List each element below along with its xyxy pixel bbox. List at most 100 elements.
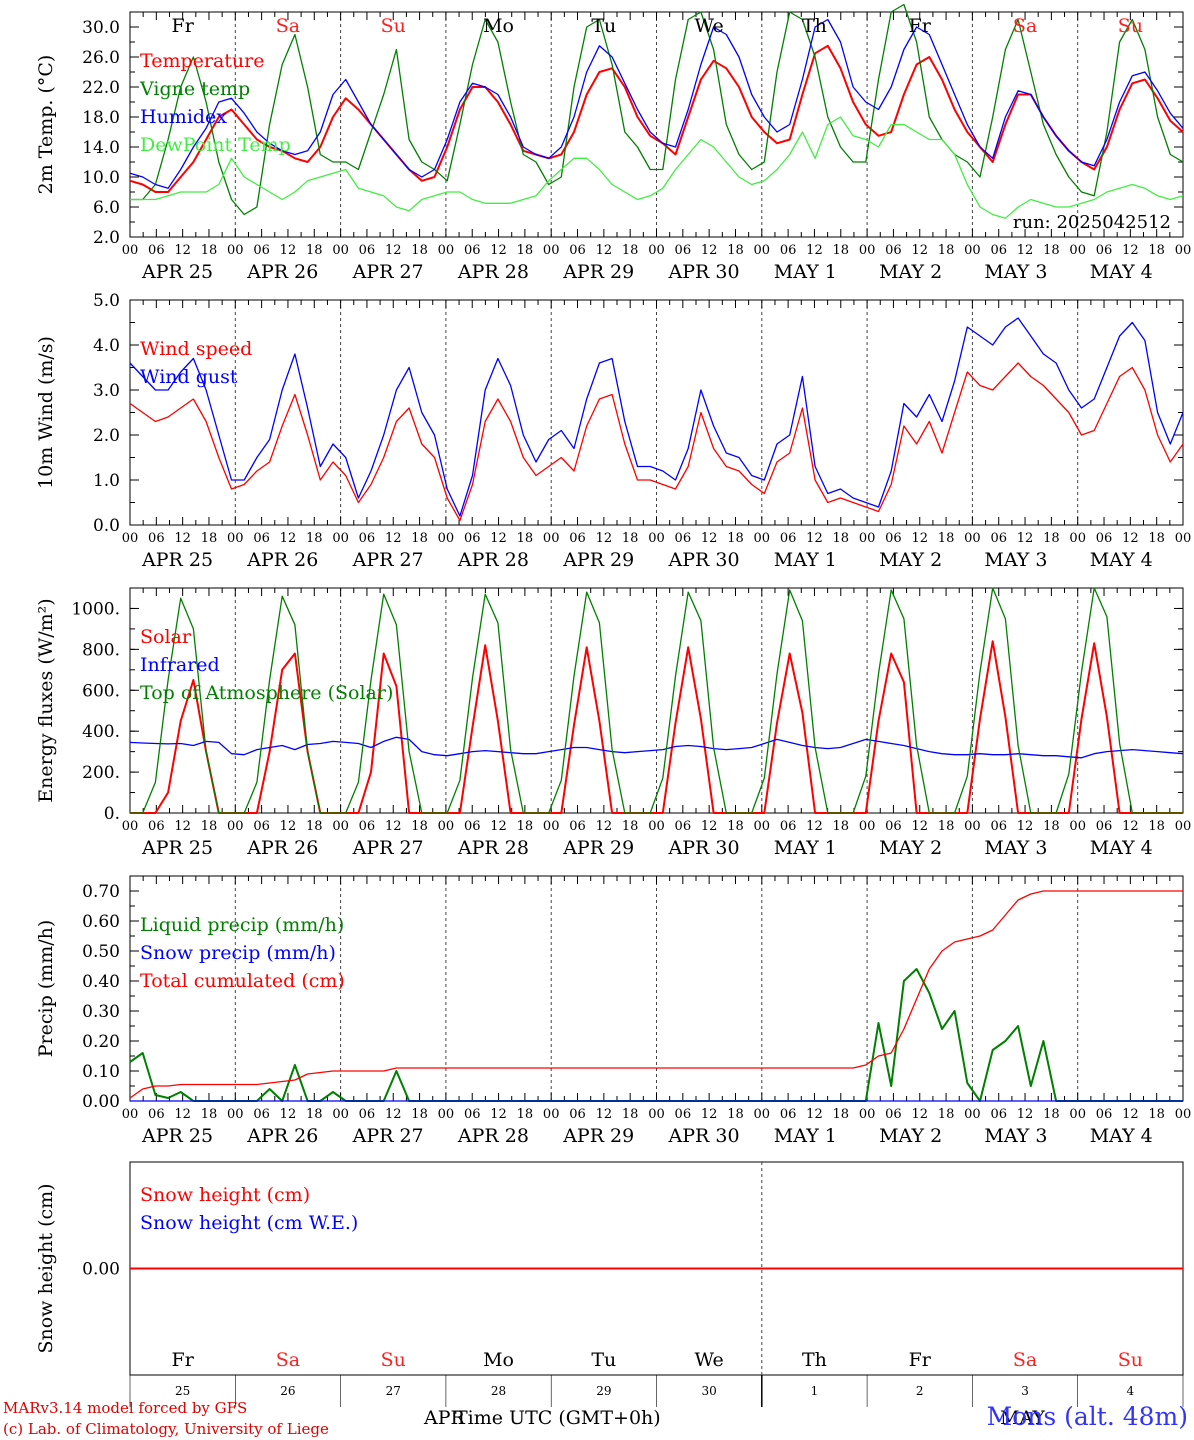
y-axis-label: 10m Wind (m/s) [35, 336, 57, 489]
y-tick-label: 18.0 [82, 108, 120, 128]
date-label: MAY 1 [774, 837, 837, 859]
hour-tick-label: 12 [385, 819, 402, 834]
y-axis-label: Snow height (cm) [35, 1183, 57, 1353]
hour-tick-label: 06 [780, 243, 797, 258]
hour-tick-label: 06 [359, 1107, 376, 1122]
hour-tick-label: 18 [411, 243, 428, 258]
weekday-label: Sa [276, 1349, 300, 1371]
weekday-label: Su [1118, 1349, 1143, 1371]
hour-tick-label: 12 [596, 819, 613, 834]
hour-tick-label: 06 [990, 819, 1007, 834]
legend-entry: Humidex [140, 106, 227, 128]
y-tick-label: 4.0 [93, 336, 120, 356]
date-label: APR 27 [352, 549, 424, 571]
hour-tick-label: 00 [122, 819, 139, 834]
date-label: APR 25 [141, 1125, 213, 1147]
hour-tick-label: 12 [174, 531, 191, 546]
legend-entry: Vigne temp [139, 78, 250, 100]
weekday-label: Mo [483, 1349, 514, 1371]
hour-tick-label: 12 [490, 531, 507, 546]
hour-tick-label: 12 [1122, 1107, 1139, 1122]
hour-tick-label: 06 [990, 1107, 1007, 1122]
hour-tick-label: 12 [596, 1107, 613, 1122]
date-label: APR 29 [562, 1125, 634, 1147]
y-tick-label: 0.40 [82, 972, 120, 992]
series-line-4 [130, 116, 1184, 219]
legend-entry: Top of Atmosphere (Solar) [140, 682, 393, 704]
hour-tick-label: 12 [490, 819, 507, 834]
weekday-label: We [695, 1349, 724, 1371]
weekday-label: Sa [276, 15, 300, 37]
hour-tick-label: 00 [122, 531, 139, 546]
hour-tick-label: 00 [227, 243, 244, 258]
hour-tick-label: 00 [754, 819, 771, 834]
legend-entry: Wind speed [140, 338, 252, 360]
hour-tick-label: 06 [675, 819, 692, 834]
hour-tick-label: 12 [596, 531, 613, 546]
date-label: APR 28 [457, 261, 529, 283]
day-number-label: 29 [596, 1384, 611, 1398]
legend-entry: Solar [140, 626, 192, 648]
hour-tick-label: 18 [833, 531, 850, 546]
run-annotation: run: 2025042512 [1013, 212, 1171, 233]
date-label: APR 26 [246, 261, 318, 283]
hour-tick-label: 18 [622, 531, 639, 546]
hour-tick-label: 18 [517, 531, 534, 546]
legend-entry: Temperature [140, 50, 264, 72]
legend-entry: Snow height (cm W.E.) [140, 1212, 358, 1234]
hour-tick-label: 12 [806, 531, 823, 546]
hour-tick-label: 12 [1017, 531, 1034, 546]
y-axis-label: 2m Temp. (°C) [35, 55, 57, 195]
hour-tick-label: 06 [569, 531, 586, 546]
weekday-label: Fr [172, 15, 195, 37]
hour-tick-label: 18 [201, 819, 218, 834]
series-line-2 [129, 317, 1184, 517]
y-tick-label: 200. [82, 763, 120, 783]
y-tick-label: 5.0 [93, 291, 120, 311]
date-label: MAY 2 [879, 261, 942, 283]
date-label: APR 25 [141, 837, 213, 859]
hour-tick-label: 00 [754, 243, 771, 258]
y-tick-label: 0.30 [82, 1002, 120, 1022]
hour-tick-label: 06 [780, 1107, 797, 1122]
date-label: APR 30 [668, 261, 740, 283]
hour-tick-label: 06 [885, 531, 902, 546]
series-line-1 [129, 362, 1184, 522]
hour-tick-label: 18 [727, 531, 744, 546]
date-label: APR 30 [668, 837, 740, 859]
hour-tick-label: 00 [1175, 531, 1192, 546]
hour-tick-label: 06 [1096, 243, 1113, 258]
panel-3: 00 06 12 18 00 06 12 18 00 06 12 18 00 06 12 18 00 06 12 18… [35, 587, 1192, 859]
day-number-label: 1 [811, 1384, 819, 1398]
y-tick-label: 400. [82, 722, 120, 742]
hour-tick-label: 00 [332, 243, 349, 258]
day-number-label: 30 [702, 1384, 717, 1398]
hour-tick-label: 00 [1175, 819, 1192, 834]
hour-tick-label: 18 [622, 1107, 639, 1122]
credit-line-1: MARv3.14 model forced by GFS [3, 1399, 248, 1417]
hour-tick-label: 18 [1043, 819, 1060, 834]
hour-tick-label: 06 [675, 531, 692, 546]
hour-tick-label: 12 [806, 819, 823, 834]
hour-tick-label: 12 [174, 243, 191, 258]
weekday-label: Mo [483, 15, 514, 37]
hour-tick-label: 12 [174, 819, 191, 834]
date-label: APR 28 [457, 1125, 529, 1147]
hour-tick-label: 18 [1043, 243, 1060, 258]
legend-entry: Wind gust [140, 366, 238, 388]
y-tick-label: 600. [82, 681, 120, 701]
hour-tick-label: 12 [911, 1107, 928, 1122]
day-number-label: 27 [386, 1384, 401, 1398]
panel-4: 00 06 12 18 00 06 12 18 00 06 12 18 00 06 12 18 00 06 12 18… [35, 875, 1191, 1147]
hour-tick-label: 18 [201, 1107, 218, 1122]
station-label: Mons (alt. 48m) [986, 1402, 1188, 1431]
hour-tick-label: 12 [911, 531, 928, 546]
hour-tick-label: 18 [1148, 531, 1165, 546]
hour-tick-label: 06 [464, 1107, 481, 1122]
hour-tick-label: 00 [648, 819, 665, 834]
hour-tick-label: 06 [885, 819, 902, 834]
hour-tick-label: 12 [701, 531, 718, 546]
day-number-label: 25 [175, 1384, 190, 1398]
hour-tick-label: 06 [569, 243, 586, 258]
hour-tick-label: 18 [201, 243, 218, 258]
